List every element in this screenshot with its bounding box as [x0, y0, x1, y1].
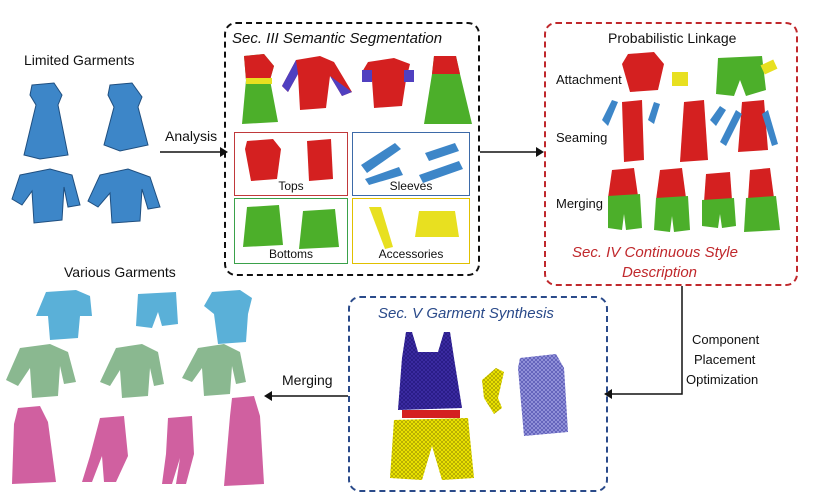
analysis-label: Analysis	[165, 128, 218, 144]
seaming-top-3	[738, 100, 768, 152]
sec5-mesh-illustrations	[390, 332, 568, 480]
tie-icon	[369, 207, 393, 249]
component-label: Component	[692, 332, 760, 347]
skirt-icon-2	[299, 209, 339, 249]
sec3-panel	[224, 22, 480, 276]
seaming-top-2	[680, 100, 708, 162]
limited-garments-label: Limited Garments	[24, 52, 135, 68]
attachment-label: Attachment	[556, 72, 622, 87]
tops-box: Tops	[234, 132, 348, 196]
light-blue-top	[204, 290, 252, 344]
top-icon-1	[245, 139, 281, 181]
accessories-label: Accessories	[378, 247, 444, 261]
pink-dress-2	[224, 396, 264, 486]
sleeves-box: Sleeves	[352, 132, 470, 196]
light-blue-shorts	[136, 292, 178, 328]
accessories-box: Accessories	[352, 198, 470, 264]
blue-coat-icon	[103, 82, 149, 152]
pink-romper	[82, 416, 128, 482]
top-icon-2	[307, 139, 333, 181]
merging-bottom-label: Merging	[282, 372, 333, 388]
merging-right-label: Merging	[556, 196, 603, 211]
sec4-panel	[544, 22, 798, 286]
sleeve-icon-4	[419, 161, 463, 183]
analysis-arrow	[160, 147, 228, 157]
segmented-shirt-1	[282, 56, 352, 110]
probabilistic-linkage-label: Probabilistic Linkage	[608, 30, 737, 46]
blue-jacket-icon	[87, 168, 161, 224]
blue-shirt-icon	[11, 168, 81, 224]
optimization-label: Optimization	[686, 372, 759, 387]
bottoms-label: Bottoms	[268, 247, 313, 261]
sleeve-icon-1	[361, 143, 401, 173]
seaming-label: Seaming	[556, 130, 608, 145]
green-shirt-1	[6, 344, 76, 398]
light-blue-shirt	[36, 290, 92, 340]
sec5-title: Sec. V Garment Synthesis	[378, 305, 554, 322]
segmented-shirt-2	[362, 58, 410, 108]
sleeve-icon-2	[425, 143, 459, 161]
placement-arrow	[604, 286, 683, 399]
merged-outfit-1	[608, 168, 638, 198]
pink-dress-1	[12, 406, 56, 484]
sec3-title: Sec. III Semantic Segmentation	[232, 30, 443, 47]
green-shirt-2	[182, 344, 246, 396]
placement-label: Placement	[694, 352, 756, 367]
skirt-icon-1	[243, 205, 283, 247]
tops-label: Tops	[278, 179, 304, 193]
attachment-shorts	[716, 56, 766, 96]
merging-arrow	[264, 391, 348, 401]
sec3-segmented-garments	[242, 54, 472, 124]
pink-jumpsuit	[162, 416, 194, 484]
attachment-top	[622, 52, 664, 92]
seaming-top-1	[622, 100, 644, 162]
sec4-illustrations	[602, 52, 780, 232]
merged-outfit-3	[704, 172, 732, 202]
blue-dress-icon	[23, 82, 69, 160]
sleeve-icon-3	[365, 167, 403, 185]
bag-icon	[415, 211, 459, 237]
sec4-title-line1: Sec. IV Continuous Style	[572, 244, 738, 261]
sleeves-label: Sleeves	[389, 179, 433, 193]
merged-outfit-4	[748, 168, 774, 200]
bottoms-box: Bottoms	[234, 198, 348, 264]
various-garments-label: Various Garments	[64, 264, 176, 280]
linkage-arrow	[480, 147, 544, 157]
merged-outfit-2	[656, 168, 686, 200]
various-garments-illustrations	[6, 290, 264, 486]
sec5-panel	[348, 296, 608, 492]
green-jacket	[100, 344, 164, 398]
limited-garments-illustrations	[11, 82, 161, 224]
sec4-title-line2: Description	[622, 264, 698, 281]
